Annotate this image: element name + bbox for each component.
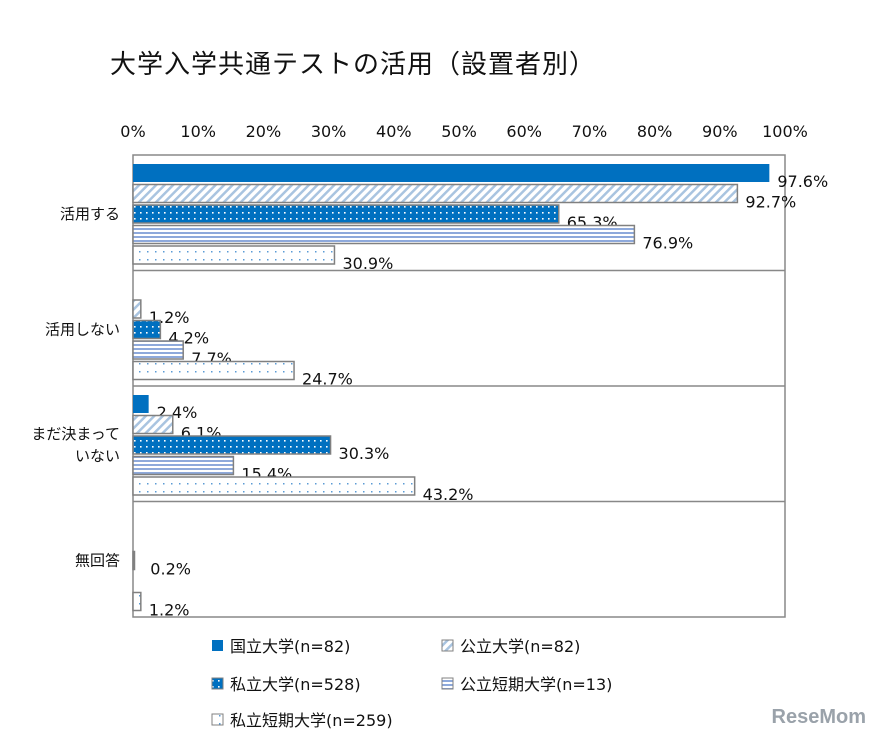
x-tick-label: 10% bbox=[180, 122, 216, 141]
category-label: 無回答 bbox=[75, 551, 120, 569]
legend-swatch bbox=[211, 713, 224, 726]
category-label: まだ決まって bbox=[31, 425, 120, 443]
category-label: 活用する bbox=[60, 205, 120, 223]
bar-0-0 bbox=[133, 164, 770, 182]
bar-4-2 bbox=[132, 476, 416, 496]
legend-entry: 公立大学(n=82) bbox=[460, 637, 580, 656]
bar-4-3 bbox=[132, 591, 142, 612]
data-label: 1.2% bbox=[149, 601, 190, 620]
x-tick-label: 60% bbox=[506, 122, 542, 141]
legend-swatch bbox=[441, 639, 454, 652]
bar-2-0 bbox=[132, 204, 560, 224]
category-label: いない bbox=[75, 447, 120, 465]
data-label: 24.7% bbox=[302, 370, 353, 389]
bar-3-2 bbox=[132, 455, 235, 476]
legend-swatch bbox=[212, 640, 223, 651]
bar-2-3 bbox=[132, 550, 136, 571]
x-tick-label: 100% bbox=[762, 122, 808, 141]
data-label: 92.7% bbox=[745, 193, 796, 212]
category-label: 活用しない bbox=[45, 320, 120, 338]
bar-0-2 bbox=[133, 395, 149, 413]
data-label: 0.2% bbox=[150, 560, 191, 579]
data-label: 30.9% bbox=[342, 254, 393, 273]
bar-1-2 bbox=[132, 414, 174, 435]
x-tick-label: 90% bbox=[702, 122, 738, 141]
legend-entry: 国立大学(n=82) bbox=[230, 637, 350, 656]
bar-1-0 bbox=[132, 183, 739, 204]
legend-swatch bbox=[211, 677, 224, 690]
x-tick-label: 70% bbox=[572, 122, 608, 141]
data-label: 76.9% bbox=[642, 234, 693, 253]
bar-2-2 bbox=[132, 435, 332, 455]
x-tick-label: 0% bbox=[120, 122, 145, 141]
x-tick-label: 80% bbox=[637, 122, 673, 141]
bar-1-1 bbox=[132, 299, 142, 319]
data-label: 97.6% bbox=[777, 172, 828, 191]
resemom-logo: ReseMom bbox=[771, 706, 866, 728]
x-tick-label: 20% bbox=[246, 122, 282, 141]
bar-3-1 bbox=[132, 340, 184, 360]
bar-2-1 bbox=[132, 319, 162, 340]
bar-4-0 bbox=[132, 245, 336, 265]
legend-entry: 公立短期大学(n=13) bbox=[460, 675, 612, 694]
x-tick-label: 50% bbox=[441, 122, 477, 141]
bar-4-1 bbox=[132, 360, 295, 381]
data-label: 43.2% bbox=[423, 485, 474, 504]
x-tick-label: 40% bbox=[376, 122, 412, 141]
data-label: 30.3% bbox=[339, 444, 390, 463]
legend-entry: 私立大学(n=528) bbox=[230, 675, 361, 694]
legend-entry: 私立短期大学(n=259) bbox=[230, 711, 393, 730]
legend-swatch bbox=[441, 677, 454, 690]
x-tick-label: 30% bbox=[311, 122, 347, 141]
chart-title: 大学入学共通テストの活用（設置者別） bbox=[110, 50, 597, 80]
bar-3-0 bbox=[132, 224, 636, 245]
